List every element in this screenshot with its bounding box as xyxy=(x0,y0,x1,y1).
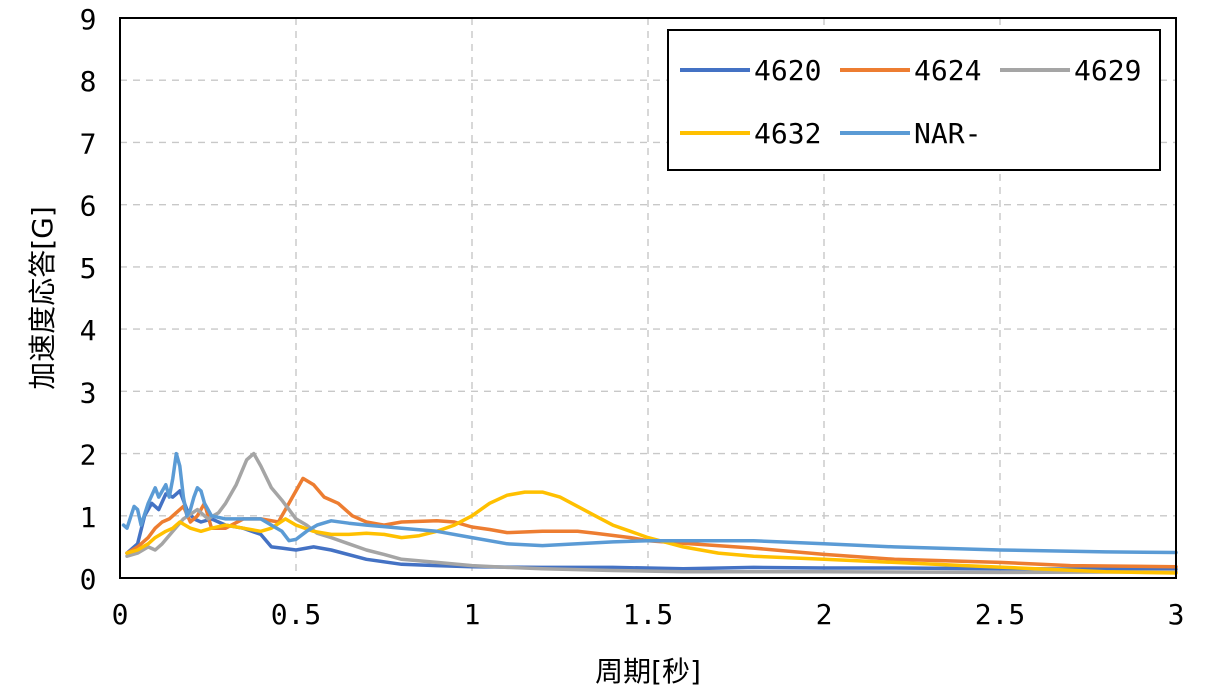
legend-label: 4624 xyxy=(914,54,981,87)
legend-label: NAR- xyxy=(914,117,981,150)
legend-label: 4620 xyxy=(754,54,821,87)
x-tick-label: 2 xyxy=(816,598,833,631)
legend-label: 4632 xyxy=(754,117,821,150)
y-tick-label: 3 xyxy=(80,376,97,409)
series-lines xyxy=(121,451,1178,575)
y-axis-ticks: 0 1 2 3 4 5 6 7 8 9 xyxy=(80,3,97,596)
y-tick-label: 7 xyxy=(80,127,97,160)
x-tick-label: 1.5 xyxy=(623,598,674,631)
legend-box xyxy=(667,29,1161,171)
series-line-4632 xyxy=(125,490,1178,575)
series-line-4624 xyxy=(125,476,1178,569)
legend-label: 4629 xyxy=(1074,54,1141,87)
x-tick-label: 0.5 xyxy=(271,598,322,631)
y-tick-label: 9 xyxy=(80,3,97,36)
x-tick-label: 2.5 xyxy=(975,598,1026,631)
y-tick-label: 0 xyxy=(80,563,97,596)
y-tick-label: 6 xyxy=(80,190,97,223)
x-tick-label: 1 xyxy=(464,598,481,631)
y-axis-title: 加速度応答[G] xyxy=(26,206,59,390)
y-tick-label: 4 xyxy=(80,314,97,347)
legend: 4620 4624 4629 4632 NAR- xyxy=(667,29,1161,171)
y-tick-label: 2 xyxy=(80,439,97,472)
y-tick-label: 8 xyxy=(80,65,97,98)
plot-frame xyxy=(119,17,1177,579)
y-tick-label: 1 xyxy=(80,501,97,534)
x-axis-title: 周期[秒] xyxy=(595,655,701,688)
series-line-NAR- xyxy=(121,451,1178,555)
y-tick-label: 5 xyxy=(80,252,97,285)
x-tick-label: 0 xyxy=(112,598,129,631)
x-axis-ticks: 0 0.5 1 1.5 2 2.5 3 xyxy=(112,598,1185,631)
x-tick-label: 3 xyxy=(1168,598,1185,631)
